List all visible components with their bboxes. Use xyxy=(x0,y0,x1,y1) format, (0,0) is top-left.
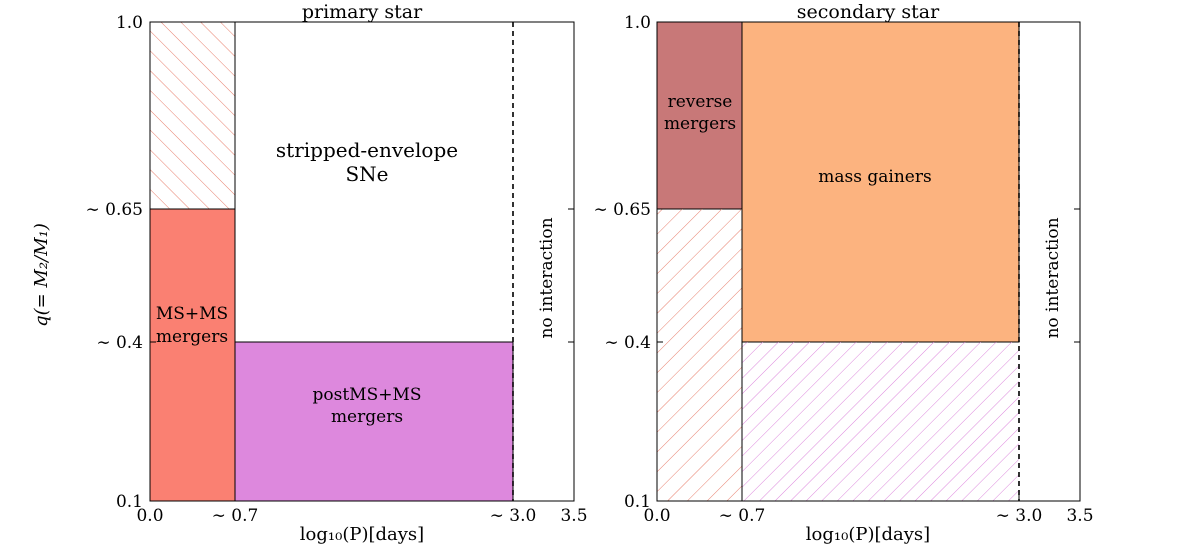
panel-title: secondary star xyxy=(797,1,940,23)
y-tick-label: ∼ 0.65 xyxy=(594,200,652,220)
x-tick-label: ∼ 0.7 xyxy=(212,506,259,526)
region-label: mergers xyxy=(664,114,736,134)
panel-title: primary star xyxy=(302,1,423,23)
hatched-region xyxy=(149,21,236,210)
y-tick-label: ∼ 0.4 xyxy=(96,333,143,353)
region-label: SNe xyxy=(345,162,388,186)
secondary-star-panel: secondary star 1.0 ∼ 0.65 ∼ 0.4 0.1 0.0 … xyxy=(594,1,1094,545)
x-tick-label: 3.5 xyxy=(560,506,587,526)
hatched-region xyxy=(742,342,1019,501)
region-label: mass gainers xyxy=(818,167,931,187)
plot-frame xyxy=(656,21,1081,502)
primary-star-panel: primary star 1.0 ∼ 0.65 ∼ 0.4 0.1 0.0 ∼ … xyxy=(31,1,588,545)
ms-ms-mergers-region xyxy=(149,208,236,502)
y-tick-label: 1.0 xyxy=(116,13,143,33)
no-interaction-label: no interaction xyxy=(1043,217,1063,338)
x-tick-label: ∼ 3.0 xyxy=(490,506,537,526)
x-tick-label: ∼ 3.0 xyxy=(996,506,1043,526)
y-tick-label: 0.1 xyxy=(624,492,651,512)
no-interaction-label: no interaction xyxy=(537,217,557,338)
mass-gainers-region xyxy=(741,21,1020,343)
region-label: mergers xyxy=(331,407,403,427)
hatched-region xyxy=(657,209,742,501)
x-tick-label: 0.0 xyxy=(643,506,670,526)
region-label: postMS+MS xyxy=(312,385,421,405)
y-tick-label: 0.1 xyxy=(116,492,143,512)
region-label: stripped-envelope xyxy=(276,138,458,162)
region-label: MS+MS xyxy=(156,304,228,324)
x-axis-label: log₁₀(P)[days] xyxy=(300,524,424,545)
y-tick-label: 1.0 xyxy=(624,13,651,33)
x-axis-label: log₁₀(P)[days] xyxy=(806,524,930,545)
plot-frame xyxy=(149,21,575,502)
region-label: mergers xyxy=(156,327,228,347)
y-tick-label: ∼ 0.65 xyxy=(86,200,144,220)
y-axis-label: q(= M₂/M₁) xyxy=(31,223,52,327)
postms-ms-mergers-region xyxy=(234,341,514,502)
y-tick-label: ∼ 0.4 xyxy=(604,333,651,353)
x-tick-label: 0.0 xyxy=(136,506,163,526)
region-label: reverse xyxy=(668,92,733,112)
x-tick-label: 3.5 xyxy=(1066,506,1093,526)
x-tick-label: ∼ 0.7 xyxy=(719,506,766,526)
